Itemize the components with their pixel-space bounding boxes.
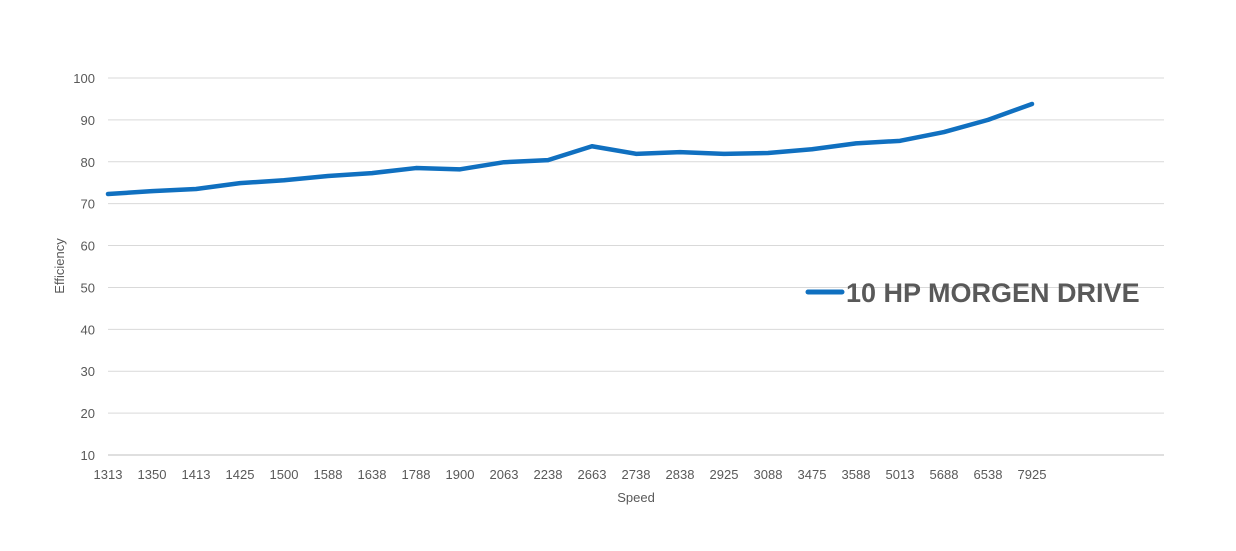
y-tick-label: 50 bbox=[81, 280, 95, 295]
x-tick-label: 1313 bbox=[94, 467, 123, 482]
data-point bbox=[678, 150, 682, 155]
x-tick-label: 1500 bbox=[270, 467, 299, 482]
x-tick-label: 6538 bbox=[974, 467, 1003, 482]
y-tick-label: 30 bbox=[81, 364, 95, 379]
data-point bbox=[854, 141, 858, 146]
data-point bbox=[370, 171, 374, 176]
x-tick-label: 1425 bbox=[226, 467, 255, 482]
series-layer bbox=[105, 101, 1035, 197]
y-tick-label: 60 bbox=[81, 239, 95, 254]
series-line bbox=[105, 101, 1035, 197]
data-point bbox=[502, 160, 506, 165]
data-point bbox=[1030, 101, 1034, 106]
data-point bbox=[546, 158, 550, 163]
data-point bbox=[986, 117, 990, 122]
y-tick-label: 90 bbox=[81, 113, 95, 128]
x-tick-label: 1638 bbox=[358, 467, 387, 482]
data-point bbox=[634, 151, 638, 156]
y-tick-label: 10 bbox=[81, 448, 95, 463]
data-point bbox=[810, 147, 814, 152]
x-tick-label: 7925 bbox=[1018, 467, 1047, 482]
gridlines bbox=[108, 77, 1164, 414]
y-tick-label: 70 bbox=[81, 197, 95, 212]
data-point bbox=[898, 138, 902, 143]
x-tick-label: 1413 bbox=[182, 467, 211, 482]
data-point bbox=[766, 150, 770, 155]
y-axis-title: Efficiency bbox=[52, 238, 67, 294]
x-tick-label: 1588 bbox=[314, 467, 343, 482]
y-tick-labels: 10 20 30 40 50 60 70 80 90 100 bbox=[73, 71, 95, 463]
y-tick-label: 40 bbox=[81, 322, 95, 337]
x-tick-label: 2925 bbox=[710, 467, 739, 482]
x-tick-label: 2063 bbox=[490, 467, 519, 482]
x-axis-title: Speed bbox=[617, 490, 655, 505]
x-tick-label: 1350 bbox=[138, 467, 167, 482]
y-tick-label: 20 bbox=[81, 406, 95, 421]
x-tick-label: 2238 bbox=[534, 467, 563, 482]
data-point bbox=[150, 189, 154, 194]
x-tick-label: 3588 bbox=[842, 467, 871, 482]
x-tick-label: 5688 bbox=[930, 467, 959, 482]
data-point bbox=[590, 144, 594, 149]
data-point bbox=[414, 166, 418, 171]
x-tick-labels: 1313 1350 1413 1425 1500 1588 1638 1788 1900 2063… bbox=[94, 467, 1047, 482]
data-point bbox=[194, 187, 198, 192]
data-point bbox=[106, 192, 110, 197]
data-point bbox=[282, 178, 286, 183]
x-tick-label: 3475 bbox=[798, 467, 827, 482]
x-tick-label: 3088 bbox=[754, 467, 783, 482]
data-point bbox=[326, 174, 330, 179]
x-tick-label: 1788 bbox=[402, 467, 431, 482]
data-point bbox=[238, 181, 242, 186]
data-point bbox=[458, 167, 462, 172]
x-tick-label: 2663 bbox=[578, 467, 607, 482]
x-tick-label: 2838 bbox=[666, 467, 695, 482]
x-tick-label: 5013 bbox=[886, 467, 915, 482]
legend-label: 10 HP MORGEN DRIVE bbox=[846, 278, 1140, 308]
data-point bbox=[722, 151, 726, 156]
y-tick-label: 80 bbox=[81, 155, 95, 170]
data-point bbox=[942, 130, 946, 135]
legend: 10 HP MORGEN DRIVE bbox=[805, 278, 1140, 308]
x-tick-label: 1900 bbox=[446, 467, 475, 482]
y-tick-label: 100 bbox=[73, 71, 95, 86]
x-tick-label: 2738 bbox=[622, 467, 651, 482]
